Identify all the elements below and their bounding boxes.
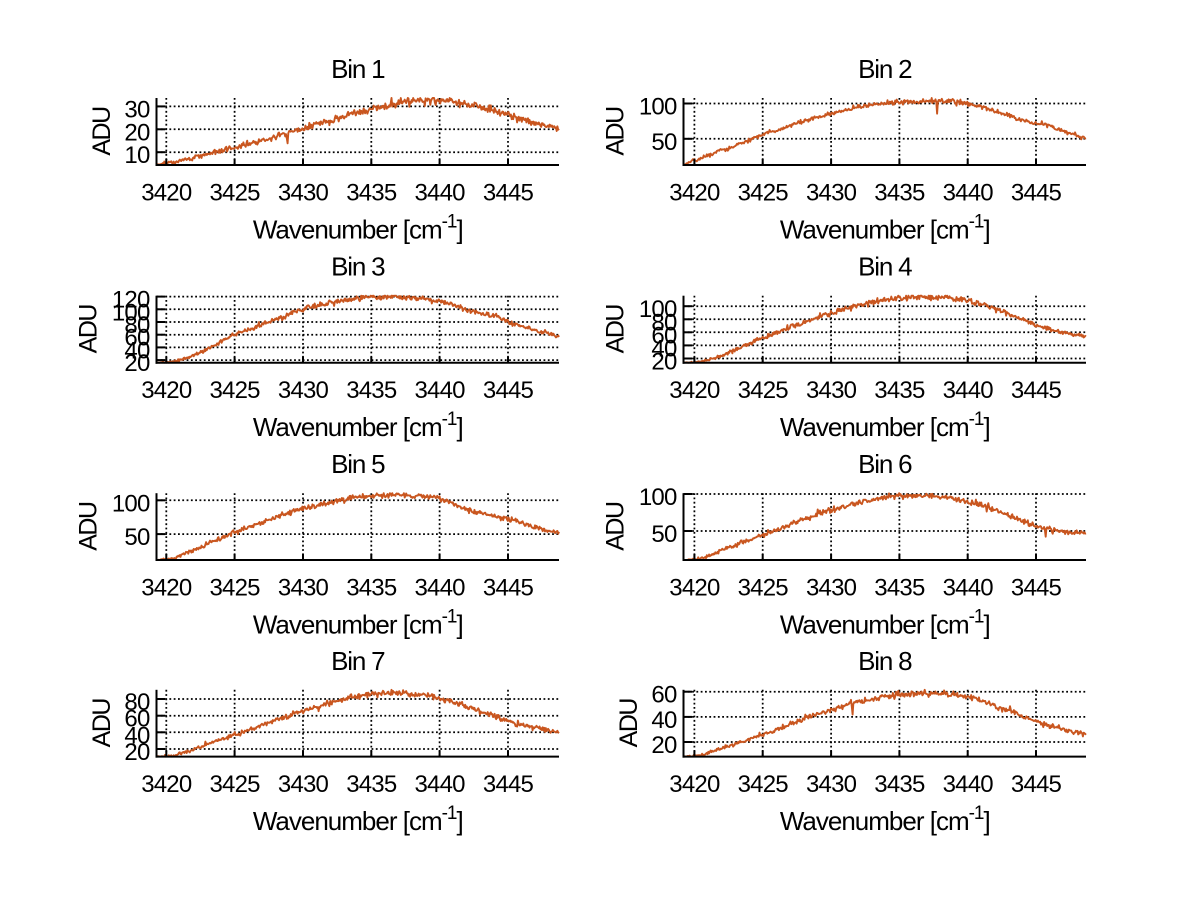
svg-text:3425: 3425	[209, 377, 260, 404]
svg-text:Wavenumber [cm-1]: Wavenumber [cm-1]	[780, 212, 990, 245]
svg-text:10: 10	[124, 142, 150, 169]
svg-text:3430: 3430	[278, 771, 329, 798]
svg-text:ADU: ADU	[602, 502, 630, 551]
svg-text:3435: 3435	[346, 771, 397, 798]
svg-text:3420: 3420	[141, 377, 192, 404]
svg-text:Wavenumber [cm-1]: Wavenumber [cm-1]	[253, 212, 463, 245]
svg-text:3435: 3435	[346, 180, 397, 207]
svg-text:3445: 3445	[1011, 575, 1062, 602]
svg-text:3425: 3425	[738, 377, 789, 404]
svg-text:60: 60	[124, 325, 150, 352]
svg-text:3430: 3430	[278, 180, 329, 207]
svg-text:3445: 3445	[483, 575, 534, 602]
svg-text:80: 80	[124, 689, 150, 716]
svg-text:Bin 7: Bin 7	[331, 646, 385, 676]
svg-text:50: 50	[651, 129, 677, 156]
svg-text:3440: 3440	[943, 575, 994, 602]
svg-text:20: 20	[651, 349, 677, 376]
svg-text:Wavenumber [cm-1]: Wavenumber [cm-1]	[780, 607, 990, 640]
svg-text:120: 120	[112, 287, 150, 314]
svg-text:3435: 3435	[874, 180, 925, 207]
svg-text:3420: 3420	[669, 377, 720, 404]
svg-text:100: 100	[639, 296, 677, 323]
svg-text:3430: 3430	[806, 575, 857, 602]
svg-text:3430: 3430	[806, 377, 857, 404]
svg-text:40: 40	[124, 337, 150, 364]
svg-text:3430: 3430	[278, 575, 329, 602]
svg-text:3430: 3430	[806, 180, 857, 207]
svg-text:Bin 4: Bin 4	[858, 252, 912, 282]
svg-text:ADU: ADU	[602, 305, 630, 354]
svg-text:3420: 3420	[669, 180, 720, 207]
svg-text:3445: 3445	[1011, 180, 1062, 207]
svg-text:60: 60	[124, 706, 150, 733]
svg-text:3440: 3440	[943, 377, 994, 404]
svg-text:3430: 3430	[806, 771, 857, 798]
svg-text:3440: 3440	[414, 771, 465, 798]
svg-text:40: 40	[651, 707, 677, 734]
svg-text:20: 20	[651, 732, 677, 759]
svg-text:3445: 3445	[483, 180, 534, 207]
svg-text:80: 80	[124, 312, 150, 339]
svg-text:3440: 3440	[943, 771, 994, 798]
svg-text:3425: 3425	[209, 771, 260, 798]
svg-text:3440: 3440	[414, 575, 465, 602]
svg-text:60: 60	[651, 322, 677, 349]
svg-text:3420: 3420	[141, 180, 192, 207]
svg-text:40: 40	[651, 335, 677, 362]
svg-text:30: 30	[124, 96, 150, 123]
svg-text:3440: 3440	[414, 180, 465, 207]
svg-text:Bin 1: Bin 1	[331, 54, 385, 84]
svg-text:Wavenumber [cm-1]: Wavenumber [cm-1]	[253, 409, 463, 442]
svg-text:3445: 3445	[1011, 377, 1062, 404]
svg-text:ADU: ADU	[615, 699, 643, 748]
svg-text:3420: 3420	[669, 575, 720, 602]
svg-text:3425: 3425	[209, 180, 260, 207]
svg-text:3430: 3430	[278, 377, 329, 404]
svg-text:3425: 3425	[738, 771, 789, 798]
svg-text:40: 40	[124, 722, 150, 749]
svg-text:3425: 3425	[738, 180, 789, 207]
svg-text:60: 60	[651, 682, 677, 709]
svg-text:ADU: ADU	[602, 107, 630, 156]
svg-text:3425: 3425	[209, 575, 260, 602]
svg-text:3420: 3420	[141, 575, 192, 602]
svg-text:50: 50	[651, 521, 677, 548]
svg-text:100: 100	[112, 490, 150, 517]
svg-text:3440: 3440	[943, 180, 994, 207]
svg-text:Wavenumber [cm-1]: Wavenumber [cm-1]	[253, 803, 463, 836]
svg-text:Bin 2: Bin 2	[858, 54, 912, 84]
svg-text:100: 100	[639, 484, 677, 511]
svg-text:50: 50	[124, 524, 150, 551]
svg-text:Wavenumber [cm-1]: Wavenumber [cm-1]	[253, 607, 463, 640]
svg-text:ADU: ADU	[88, 699, 116, 748]
svg-text:100: 100	[112, 299, 150, 326]
svg-text:Bin 3: Bin 3	[331, 252, 385, 282]
svg-text:3440: 3440	[414, 377, 465, 404]
svg-text:3445: 3445	[1011, 771, 1062, 798]
svg-text:Bin 8: Bin 8	[858, 646, 912, 676]
svg-text:3445: 3445	[483, 771, 534, 798]
svg-text:80: 80	[651, 309, 677, 336]
svg-text:20: 20	[124, 119, 150, 146]
svg-text:ADU: ADU	[75, 305, 103, 354]
svg-text:3420: 3420	[669, 771, 720, 798]
svg-text:3435: 3435	[346, 377, 397, 404]
svg-text:3425: 3425	[738, 575, 789, 602]
svg-text:3435: 3435	[874, 575, 925, 602]
svg-text:Bin 5: Bin 5	[331, 449, 385, 479]
svg-text:ADU: ADU	[75, 502, 103, 551]
svg-text:3435: 3435	[874, 771, 925, 798]
svg-text:3435: 3435	[346, 575, 397, 602]
svg-text:Bin 6: Bin 6	[858, 449, 912, 479]
svg-text:20: 20	[124, 350, 150, 377]
svg-text:3420: 3420	[141, 771, 192, 798]
svg-text:3435: 3435	[874, 377, 925, 404]
svg-text:3445: 3445	[483, 377, 534, 404]
svg-text:Wavenumber [cm-1]: Wavenumber [cm-1]	[780, 803, 990, 836]
svg-text:100: 100	[639, 94, 677, 121]
svg-text:Wavenumber [cm-1]: Wavenumber [cm-1]	[780, 409, 990, 442]
svg-text:20: 20	[124, 739, 150, 766]
svg-text:ADU: ADU	[88, 107, 116, 156]
